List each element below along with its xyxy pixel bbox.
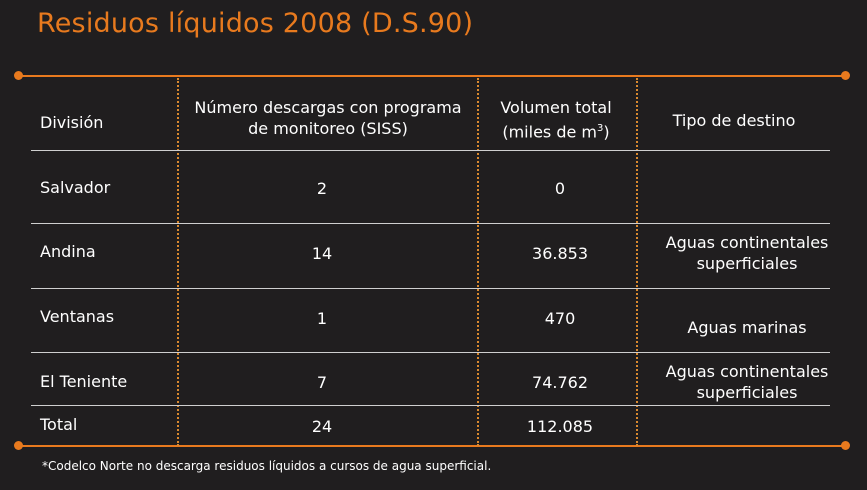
header-separator bbox=[31, 150, 830, 151]
total-descargas: 24 bbox=[311, 417, 333, 436]
cell-volumen: 36.853 bbox=[532, 244, 588, 263]
column-separator-1 bbox=[177, 78, 179, 446]
cell-volumen: 470 bbox=[544, 309, 576, 328]
top-rule-left-dot bbox=[14, 71, 23, 80]
footnote: *Codelco Norte no descarga residuos líqu… bbox=[42, 459, 492, 473]
row-separator bbox=[31, 288, 830, 289]
column-separator-3 bbox=[636, 78, 638, 446]
cell-division: El Teniente bbox=[40, 372, 128, 391]
header-destino: Tipo de destino bbox=[672, 111, 796, 130]
cell-destino: Aguas marinas bbox=[687, 318, 807, 337]
cell-volumen: 0 bbox=[554, 179, 566, 198]
top-rule-right-dot bbox=[841, 71, 850, 80]
cell-destino: Aguas continentales superficiales bbox=[665, 233, 829, 273]
cell-descargas: 1 bbox=[316, 309, 328, 328]
header-volumen: Volumen total (miles de m3) bbox=[500, 98, 612, 142]
cell-descargas: 2 bbox=[316, 179, 328, 198]
cell-descargas: 14 bbox=[311, 244, 333, 263]
total-volumen: 112.085 bbox=[526, 417, 594, 436]
page-title: Residuos líquidos 2008 (D.S.90) bbox=[37, 8, 474, 39]
cell-volumen: 74.762 bbox=[532, 373, 588, 392]
header-division: División bbox=[40, 113, 104, 132]
top-rule bbox=[18, 75, 846, 77]
bottom-rule bbox=[18, 445, 846, 447]
cell-descargas: 7 bbox=[316, 373, 328, 392]
total-label: Total bbox=[40, 415, 78, 434]
cell-division: Andina bbox=[40, 242, 96, 261]
cell-division: Salvador bbox=[40, 178, 111, 197]
header-descargas: Número descargas con programa de monitor… bbox=[194, 98, 462, 138]
bottom-rule-right-dot bbox=[841, 441, 850, 450]
row-separator bbox=[31, 223, 830, 224]
column-separator-2 bbox=[477, 78, 479, 446]
row-separator bbox=[31, 405, 830, 406]
cell-destino: Aguas continentales superficiales bbox=[665, 362, 829, 402]
bottom-rule-left-dot bbox=[14, 441, 23, 450]
row-separator bbox=[31, 352, 830, 353]
cell-division: Ventanas bbox=[40, 307, 115, 326]
